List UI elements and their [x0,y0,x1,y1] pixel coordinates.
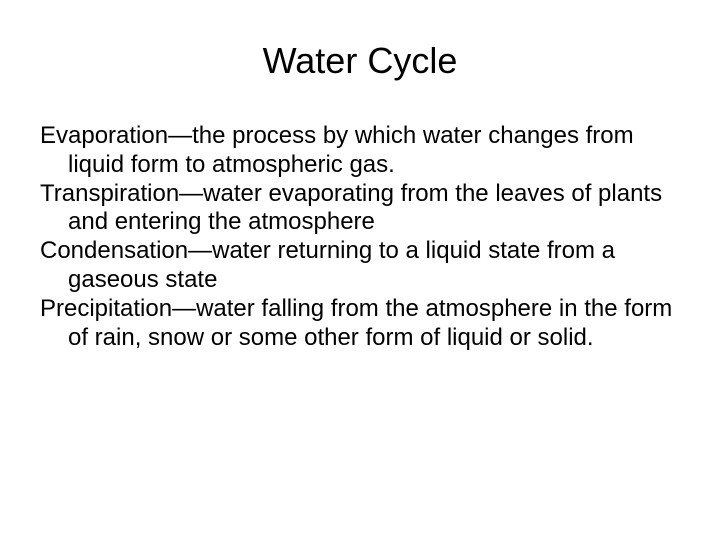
definition-condensation: Condensation—water returning to a liquid… [40,237,680,295]
definition-precipitation: Precipitation—water falling from the atm… [40,295,680,353]
slide-title: Water Cycle [40,40,680,82]
definition-transpiration: Transpiration—water evaporating from the… [40,180,680,238]
definition-evaporation: Evaporation—the process by which water c… [40,122,680,180]
slide-body: Evaporation—the process by which water c… [40,122,680,352]
